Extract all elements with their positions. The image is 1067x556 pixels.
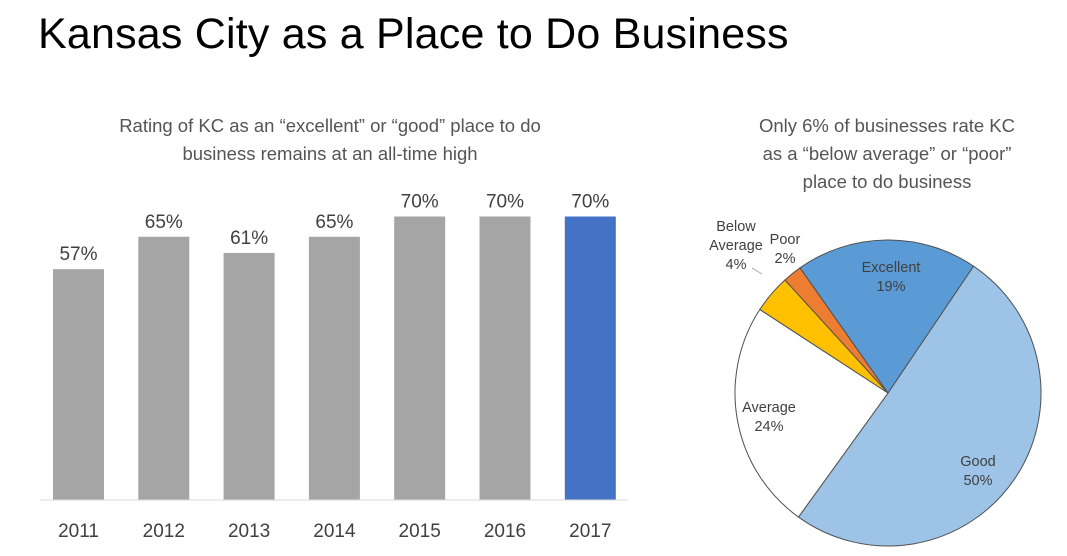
bar-2011 [53, 269, 104, 500]
pie-slice-good [797, 265, 1042, 547]
x-tick-label: 2014 [313, 521, 356, 542]
x-tick-label: 2016 [484, 521, 526, 542]
pie-chart-title-line: place to do business [802, 171, 972, 192]
bar-chart-title: Rating of KC as an “excellent” or “good”… [40, 112, 620, 168]
pie-data-label: 24% [754, 419, 783, 435]
pie-data-label: Average [709, 238, 763, 254]
bar-chart-title-line: business remains at an all-time high [182, 143, 478, 164]
bar-2015 [394, 216, 446, 500]
pie-data-label: Good [960, 454, 995, 470]
pie-data-label: 2% [775, 251, 796, 267]
bar-chart: 57% 2011 65% 2012 61% 2013 65% 2014 70% 2015 70% 20… [40, 192, 628, 542]
bar-value-label: 57% [59, 244, 97, 265]
pie-data-label: 50% [963, 473, 992, 489]
pie-leader-line [751, 267, 763, 275]
pie-data-label: 19% [876, 279, 905, 295]
pie-slice-average [734, 308, 889, 518]
bar-value-label: 61% [230, 228, 268, 249]
bar-2013 [223, 252, 275, 500]
x-tick-label: 2013 [228, 521, 270, 542]
pie-data-label: Average [742, 400, 796, 416]
bar-2017 [564, 216, 616, 500]
bar-2016 [479, 216, 531, 500]
bar-value-label: 70% [401, 192, 439, 213]
bar-2012 [138, 236, 190, 500]
x-tick-label: 2012 [143, 521, 185, 542]
x-tick-label: 2011 [58, 521, 99, 542]
x-tick-label: 2015 [399, 521, 441, 542]
pie-chart-title-line: Only 6% of businesses rate KC [758, 115, 1016, 136]
pie-slice-excellent [799, 239, 975, 394]
bar-value-label: 65% [315, 212, 353, 233]
bar-value-label: 70% [571, 192, 609, 213]
pie-chart-title: Only 6% of businesses rate KC as a “belo… [722, 112, 1052, 196]
bar-2014 [308, 236, 360, 500]
pie-data-label: Excellent [862, 260, 921, 276]
bar-value-label: 65% [145, 212, 183, 233]
pie-chart-title-line: as a “below average” or “poor” [762, 143, 1012, 164]
bar-chart-title-line: Rating of KC as an “excellent” or “good”… [119, 115, 541, 136]
pie-data-label: Poor [770, 232, 801, 248]
pie-data-label: 4% [726, 257, 747, 273]
page-title: Kansas City as a Place to Do Business [38, 10, 789, 58]
pie-data-label: Below [716, 219, 756, 235]
x-tick-label: 2017 [569, 521, 611, 542]
bar-value-label: 70% [486, 192, 524, 213]
